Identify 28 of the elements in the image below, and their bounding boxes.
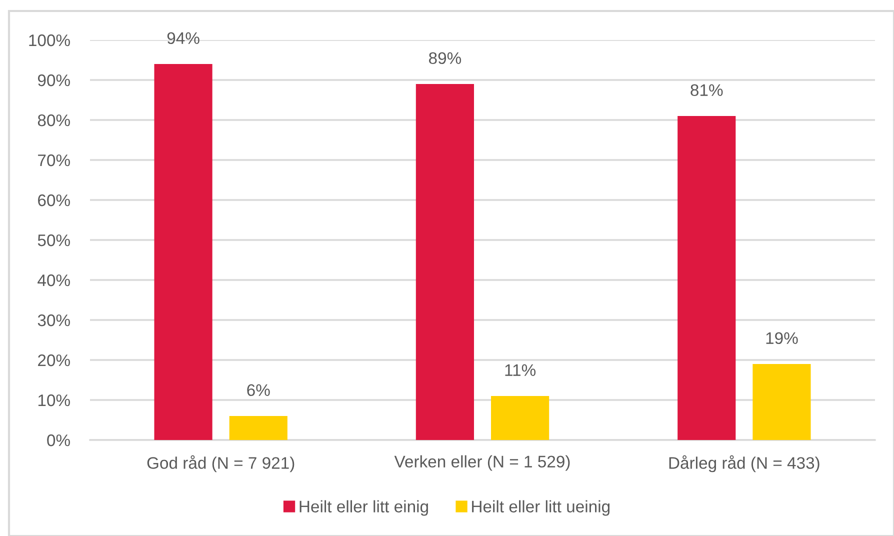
y-tick-label: 40% bbox=[38, 274, 70, 286]
y-tick-label: 60% bbox=[38, 194, 70, 206]
data-label: 11% bbox=[505, 364, 536, 376]
y-tick-label: 20% bbox=[38, 354, 70, 366]
y-tick-label: 80% bbox=[38, 114, 70, 126]
x-tick-label: Dårleg råd (N = 433) bbox=[669, 455, 820, 472]
y-tick-label: 90% bbox=[38, 74, 70, 86]
data-label: 89% bbox=[428, 52, 462, 64]
x-tick-label: Verken eller (N = 1 529) bbox=[394, 455, 570, 471]
data-label: 19% bbox=[766, 332, 798, 344]
y-tick-label: 30% bbox=[38, 314, 70, 326]
y-tick-label: 10% bbox=[38, 394, 70, 406]
legend-label: Heilt eller litt ueinig bbox=[472, 500, 610, 516]
bar bbox=[491, 396, 550, 440]
bar bbox=[752, 364, 811, 440]
data-label: 94% bbox=[167, 32, 200, 44]
x-tick-label: God råd (N = 7 921) bbox=[147, 455, 294, 472]
y-tick-label: 0% bbox=[47, 434, 70, 446]
y-tick-label: 50% bbox=[38, 234, 70, 246]
bar bbox=[154, 64, 212, 440]
y-tick-label: 70% bbox=[38, 154, 70, 166]
legend-label: Heilt eller litt einig bbox=[300, 500, 428, 516]
y-tick-label: 100% bbox=[29, 34, 70, 46]
data-label: 6% bbox=[247, 384, 270, 396]
bar bbox=[416, 84, 474, 440]
bar bbox=[678, 116, 736, 440]
data-label: 81% bbox=[690, 84, 723, 96]
bar bbox=[229, 416, 288, 440]
